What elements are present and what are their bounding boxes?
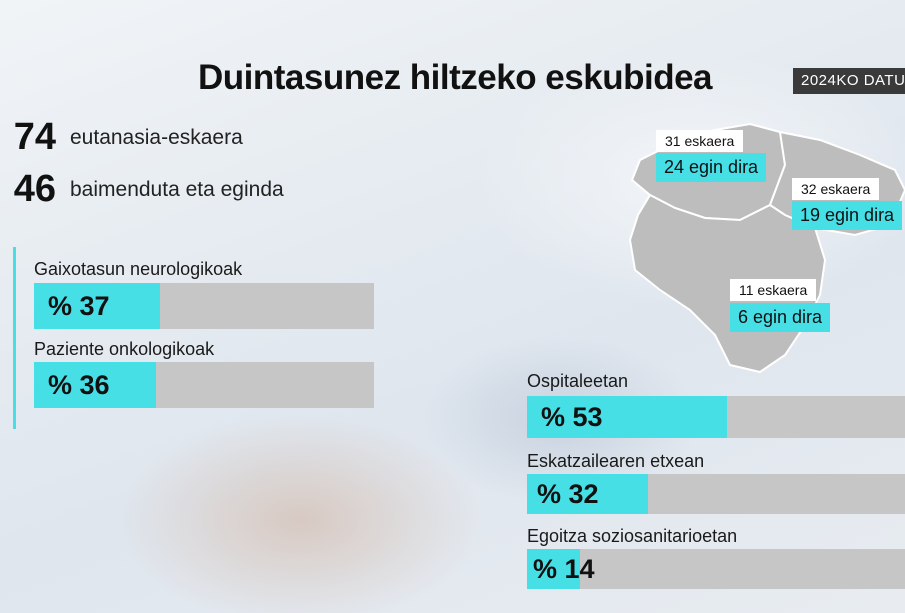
- bar-hospitals: % 53: [527, 396, 905, 438]
- region-1-done: 24 egin dira: [656, 153, 767, 182]
- region-2-requests: 32 eskaera: [792, 178, 880, 200]
- bar-fill-hospitals: [527, 396, 728, 438]
- bar-label-neurological: Gaixotasun neurologikoak: [34, 259, 243, 279]
- bar-label-home: Eskatzailearen etxean: [527, 451, 705, 471]
- bar-fill-oncological: [34, 362, 157, 408]
- year-tag: 2024KO DATUAK: [793, 68, 905, 94]
- page-title: Duintasunez hiltzeko eskubidea: [198, 58, 713, 97]
- stat-requests-label: eutanasia-eskaera: [70, 125, 243, 149]
- bar-label-hospitals: Ospitaleetan: [527, 371, 629, 391]
- bar-home: % 32: [527, 474, 905, 514]
- accent-divider: [13, 247, 16, 429]
- bar-value-hospitals: % 53: [541, 402, 603, 432]
- region-3-done: 6 egin dira: [730, 303, 831, 332]
- bar-label-care-homes: Egoitza soziosanitarioetan: [527, 526, 738, 546]
- stat-requests-value: 74: [13, 116, 56, 158]
- region-3-requests: 11 eskaera: [730, 279, 817, 301]
- bar-value-care-homes: % 14: [533, 554, 595, 584]
- stat-requests: 74 eutanasia-eskaera: [0, 116, 243, 159]
- bar-fill-home: [527, 474, 648, 514]
- stat-approved-label: baimenduta eta eginda: [70, 177, 284, 201]
- bar-fill-care-homes: [527, 549, 580, 589]
- bar-value-home: % 32: [537, 479, 599, 509]
- bar-oncological: % 36: [34, 362, 374, 408]
- bar-value-neurological: % 37: [48, 291, 110, 321]
- bar-value-oncological: % 36: [48, 370, 110, 400]
- bar-neurological: % 37: [34, 283, 374, 329]
- stat-approved: 46 baimenduta eta eginda: [0, 168, 284, 211]
- bar-label-oncological: Paziente onkologikoak: [34, 339, 215, 359]
- bar-care-homes: % 14: [527, 549, 905, 589]
- region-1-requests: 31 eskaera: [656, 130, 744, 152]
- stat-approved-value: 46: [13, 168, 56, 210]
- bar-fill-neurological: [34, 283, 160, 329]
- region-2-done: 19 egin dira: [792, 201, 903, 230]
